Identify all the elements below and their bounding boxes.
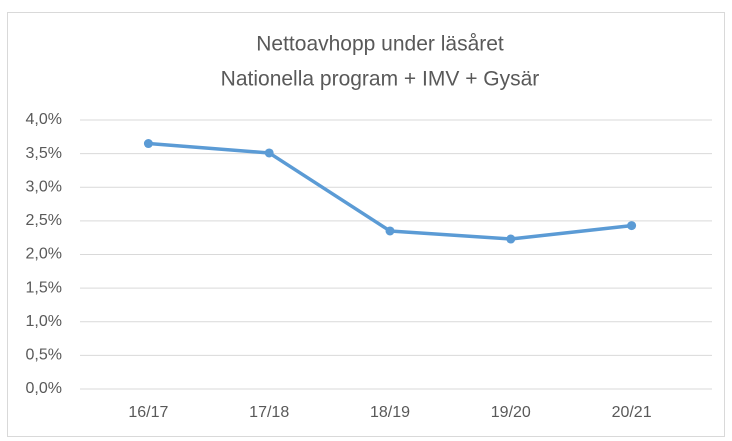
y-tick-label: 1,5% (26, 279, 62, 296)
y-tick-label: 2,0% (26, 246, 62, 263)
x-tick-label: 19/20 (491, 404, 531, 421)
x-tick-label: 20/21 (612, 404, 652, 421)
y-tick-label: 4,0% (26, 111, 62, 128)
data-point (143, 139, 153, 149)
chart-frame (7, 12, 725, 437)
y-tick-label: 3,0% (26, 178, 62, 195)
y-tick-label: 3,5% (26, 145, 62, 162)
y-tick-label: 0,5% (26, 347, 62, 364)
x-tick-label: 17/18 (249, 404, 289, 421)
y-tick-label: 1,0% (26, 313, 62, 330)
x-tick-label: 18/19 (370, 404, 410, 421)
chart-subtitle: Nationella program + IMV + Gysär (221, 68, 540, 91)
y-tick-label: 2,5% (26, 212, 62, 229)
x-tick-label: 16/17 (128, 404, 168, 421)
data-point (264, 148, 274, 158)
y-tick-label: 0,0% (26, 380, 62, 397)
data-point (627, 221, 637, 231)
chart-title: Nettoavhopp under läsåret (256, 33, 504, 56)
data-point (506, 234, 516, 244)
data-point (385, 226, 395, 236)
